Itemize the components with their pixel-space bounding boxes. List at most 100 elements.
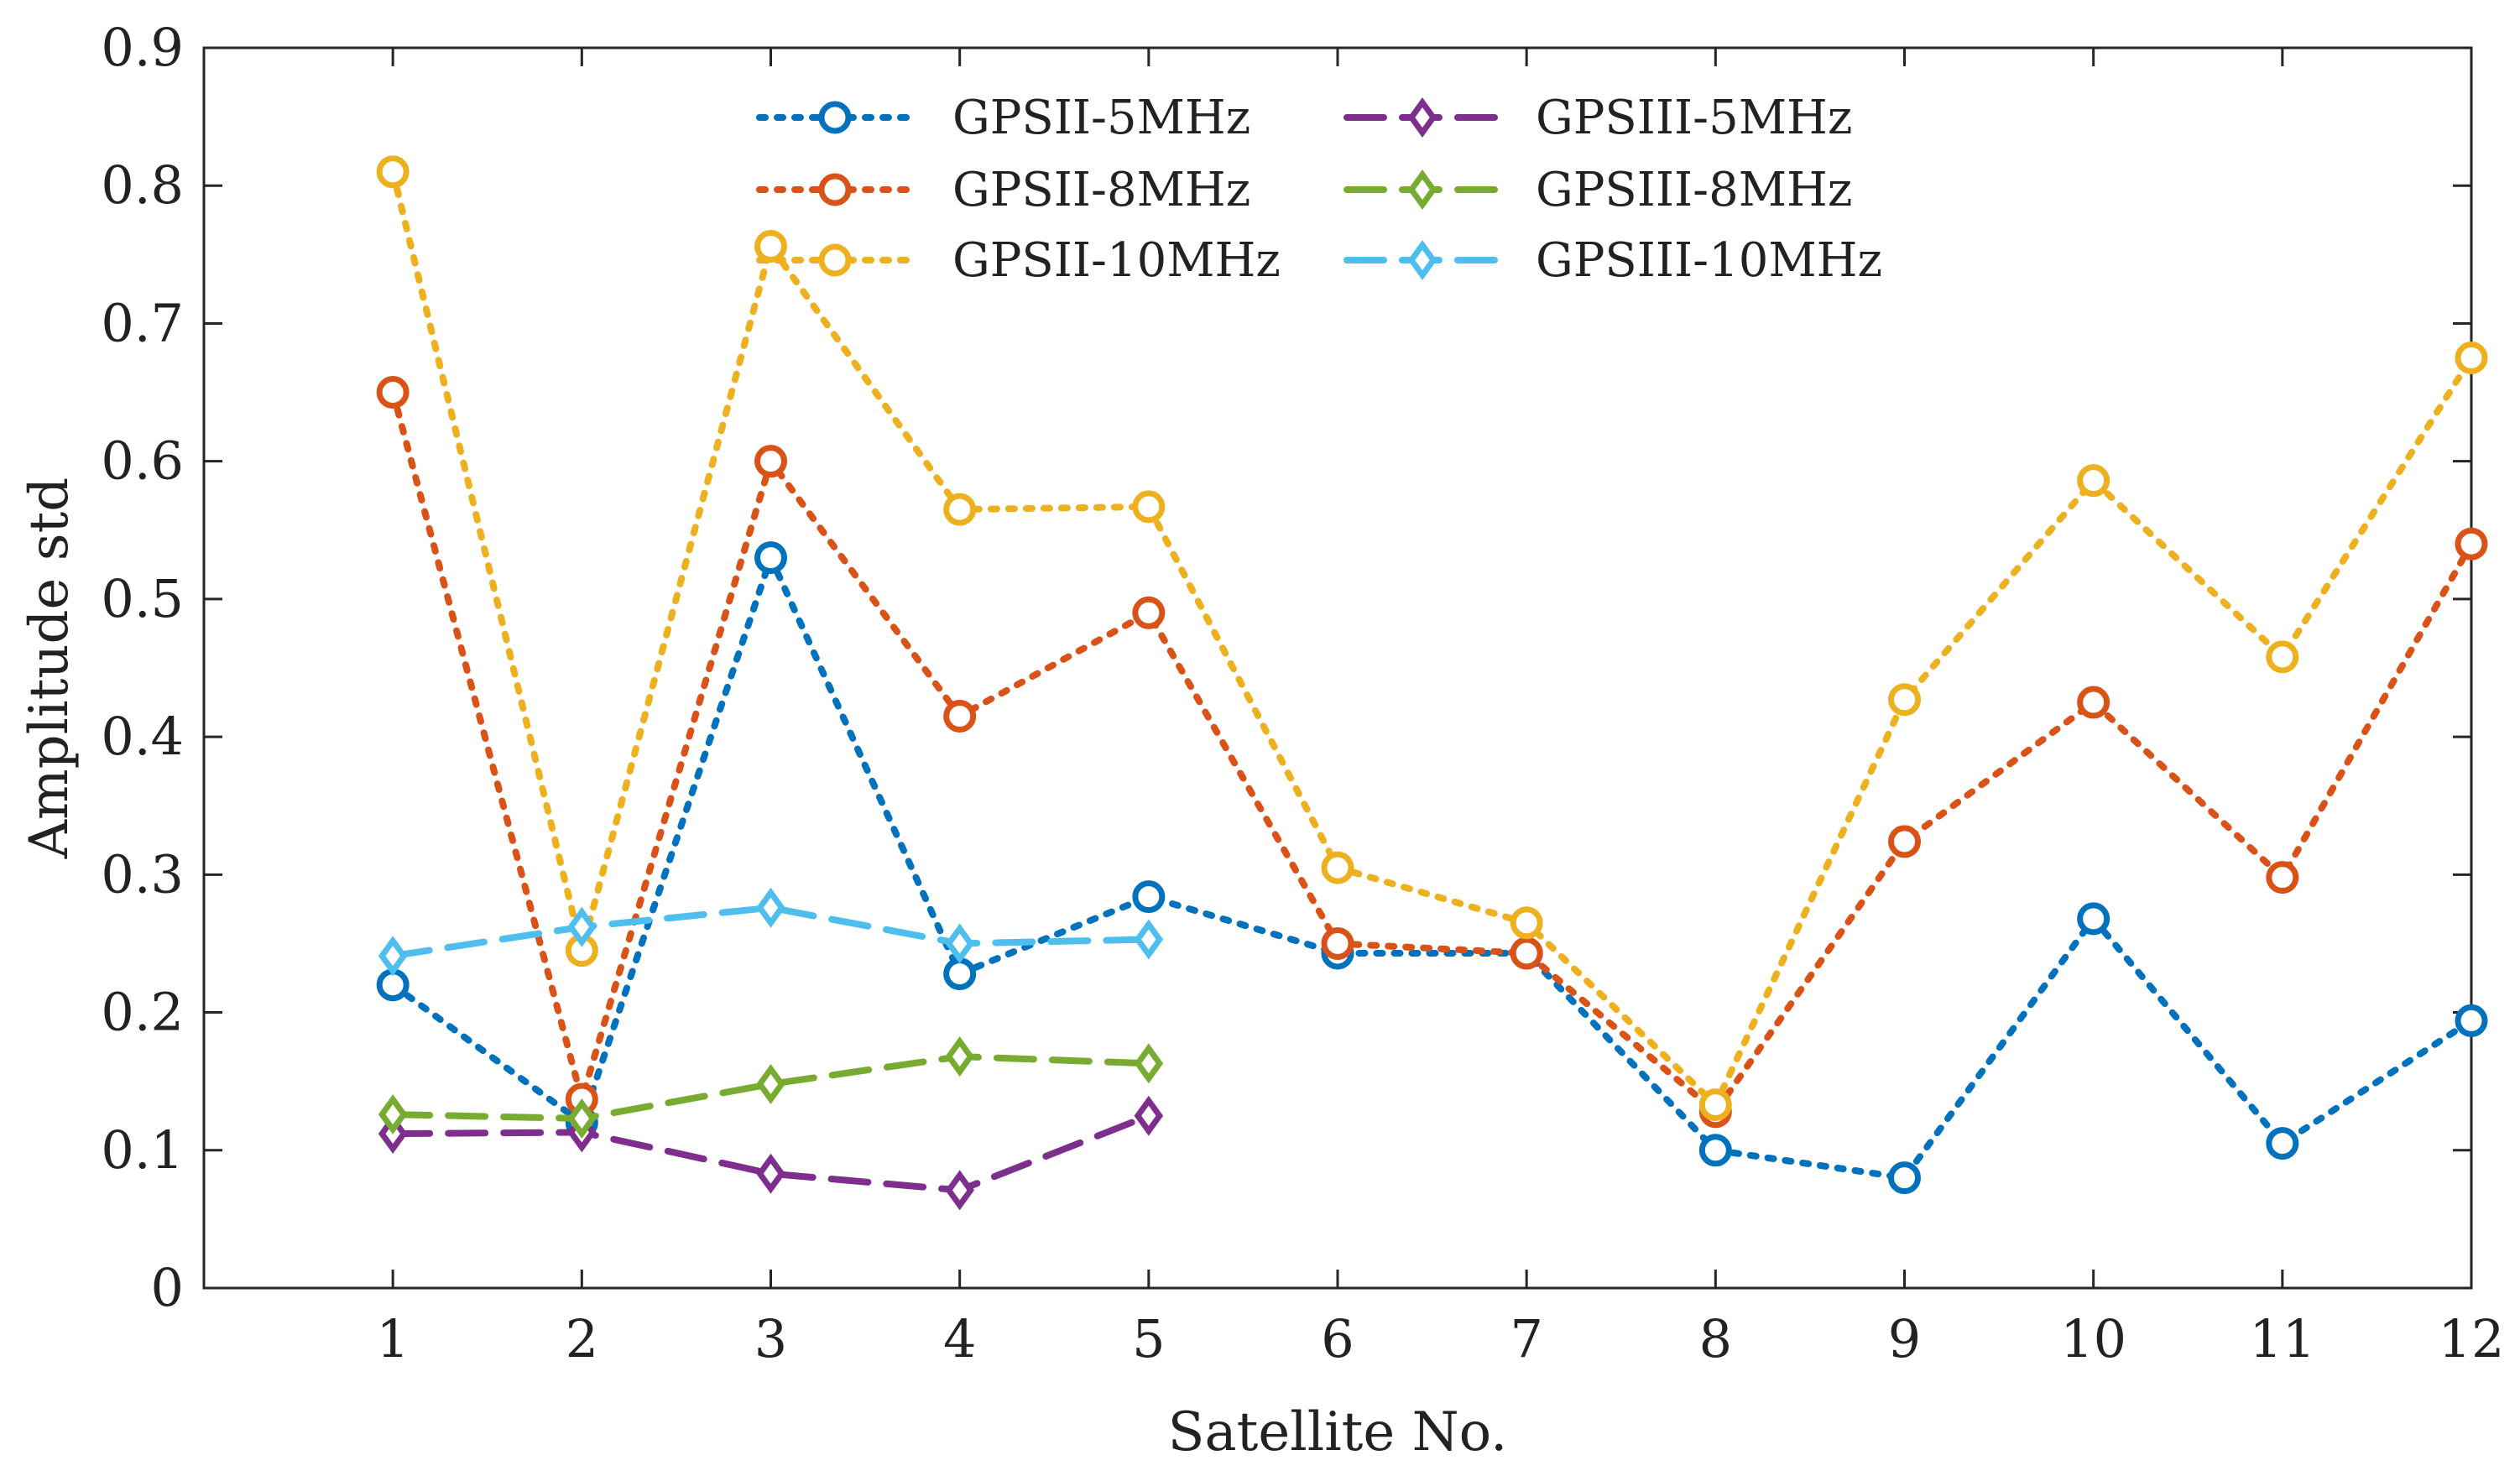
y-tick-label: 0 <box>151 1257 184 1318</box>
series-GPSII-8MHz <box>376 376 2488 1129</box>
legend-label: GPSIII-10MHz <box>1536 233 1882 288</box>
series-line-GPSIII-5MHz <box>389 1112 1152 1194</box>
legend-marker <box>818 101 852 134</box>
series-GPSIII-10MHz <box>378 887 1164 977</box>
x-tick-label: 1 <box>376 1308 409 1369</box>
y-tick-label: 0.5 <box>101 568 184 629</box>
data-point-GPSIII-8MHz-4 <box>945 1036 974 1077</box>
legend-label: GPSII-10MHz <box>952 233 1281 288</box>
y-tick-label: 0.6 <box>101 430 184 492</box>
series-GPSII-5MHz <box>376 541 2488 1195</box>
data-point-GPSIII-10MHz-3 <box>756 887 785 928</box>
x-tick-label: 2 <box>566 1308 598 1369</box>
data-point-GPSII-5MHz-5 <box>1132 880 1166 914</box>
data-point-GPSIII-5MHz-5 <box>1134 1095 1164 1136</box>
x-tick-label: 3 <box>754 1308 787 1369</box>
y-tick-label: 0.8 <box>101 154 184 216</box>
series-line-GPSII-10MHz <box>389 168 2475 1111</box>
legend-marker <box>1407 170 1437 210</box>
x-tick-label: 7 <box>1510 1308 1542 1369</box>
data-point-GPSII-8MHz-12 <box>2455 527 2488 561</box>
data-point-GPSIII-5MHz-3 <box>756 1153 785 1194</box>
legend-item-GPSIII-8MHz: GPSIII-8MHz <box>1343 163 1852 217</box>
data-point-GPSIII-8MHz-3 <box>756 1063 785 1104</box>
x-tick-label: 8 <box>1699 1308 1732 1369</box>
x-tick-label: 10 <box>2060 1308 2126 1369</box>
data-point-GPSII-10MHz-10 <box>2077 464 2110 498</box>
data-point-GPSIII-10MHz-5 <box>1134 919 1164 960</box>
data-point-GPSII-10MHz-8 <box>1698 1088 1732 1122</box>
y-axis: 0 0.1 0.2 0.3 0.4 0.5 0.6 0.7 0.8 0.9 <box>101 17 2471 1318</box>
y-tick-label: 0.1 <box>101 1119 184 1181</box>
series-GPSIII-5MHz <box>378 1095 1164 1211</box>
x-tick-label: 4 <box>943 1308 976 1369</box>
y-tick-label: 0.7 <box>101 292 184 353</box>
data-point-GPSII-8MHz-6 <box>1321 926 1354 960</box>
data-point-GPSII-8MHz-4 <box>943 699 977 733</box>
data-point-GPSII-8MHz-7 <box>1510 936 1543 970</box>
data-point-GPSII-8MHz-1 <box>376 376 410 409</box>
x-axis-label: Satellite No. <box>1168 1401 1508 1463</box>
y-axis-label: Amplitude std <box>18 477 81 859</box>
data-point-GPSIII-10MHz-1 <box>378 936 408 977</box>
data-point-GPSII-10MHz-1 <box>376 155 410 189</box>
legend-marker <box>1407 240 1437 280</box>
data-point-GPSII-5MHz-9 <box>1888 1161 1921 1195</box>
legend-label: GPSIII-8MHz <box>1536 163 1852 217</box>
legend-marker <box>818 173 852 206</box>
series-layer <box>376 155 2488 1211</box>
data-point-GPSIII-8MHz-2 <box>567 1098 597 1139</box>
legend-item-GPSII-10MHz: GPSII-10MHz <box>756 233 1281 288</box>
data-point-GPSII-8MHz-11 <box>2266 861 2299 894</box>
x-tick-label: 6 <box>1321 1308 1354 1369</box>
series-GPSIII-8MHz <box>378 1036 1164 1139</box>
legend-label: GPSII-8MHz <box>952 163 1250 217</box>
data-point-GPSII-10MHz-3 <box>754 229 787 263</box>
legend-label: GPSIII-5MHz <box>1536 91 1852 145</box>
legend-item-GPSIII-5MHz: GPSIII-5MHz <box>1343 91 1852 145</box>
series-GPSII-10MHz <box>376 155 2488 1122</box>
x-tick-label: 9 <box>1888 1308 1921 1369</box>
legend: GPSII-5MHz GPSII-8MHz GPSII-10MHz GPSIII-5M… <box>756 91 1882 288</box>
data-point-GPSIII-5MHz-4 <box>945 1170 974 1211</box>
x-tick-label: 5 <box>1132 1308 1165 1369</box>
data-point-GPSII-10MHz-6 <box>1321 851 1354 884</box>
x-tick-label: 12 <box>2439 1308 2505 1369</box>
y-tick-label: 0.3 <box>101 843 184 905</box>
legend-item-GPSIII-10MHz: GPSIII-10MHz <box>1343 233 1882 288</box>
data-point-GPSIII-10MHz-2 <box>567 906 597 947</box>
data-point-GPSII-10MHz-12 <box>2455 342 2488 374</box>
series-line-GPSII-8MHz <box>389 389 2475 1117</box>
data-point-GPSII-5MHz-10 <box>2077 902 2110 936</box>
data-point-GPSII-8MHz-5 <box>1132 596 1166 629</box>
y-tick-label: 0.2 <box>101 982 184 1043</box>
y-tick-label: 0.9 <box>101 17 184 78</box>
legend-item-GPSII-8MHz: GPSII-8MHz <box>756 163 1250 217</box>
data-point-GPSII-5MHz-8 <box>1698 1134 1732 1167</box>
y-tick-label: 0.4 <box>101 706 184 767</box>
data-point-GPSII-10MHz-5 <box>1132 490 1166 524</box>
legend-label: GPSII-5MHz <box>952 91 1250 145</box>
series-line-GPSIII-8MHz <box>389 1053 1152 1123</box>
data-point-GPSII-5MHz-12 <box>2455 1004 2488 1037</box>
data-point-GPSIII-10MHz-4 <box>945 923 974 964</box>
data-point-GPSII-10MHz-11 <box>2266 640 2299 674</box>
data-point-GPSII-8MHz-9 <box>1888 825 1921 858</box>
legend-marker <box>1407 97 1437 138</box>
series-line-GPSIII-10MHz <box>389 904 1152 960</box>
data-point-GPSII-8MHz-10 <box>2077 686 2110 719</box>
data-point-GPSII-5MHz-11 <box>2266 1127 2299 1160</box>
x-tick-label: 11 <box>2249 1308 2315 1369</box>
legend-item-GPSII-5MHz: GPSII-5MHz <box>756 91 1250 145</box>
legend-marker <box>818 243 852 277</box>
data-point-GPSII-10MHz-9 <box>1888 683 1921 717</box>
data-point-GPSII-5MHz-3 <box>754 541 787 575</box>
data-point-GPSII-10MHz-7 <box>1510 906 1543 940</box>
data-point-GPSIII-8MHz-1 <box>378 1094 408 1135</box>
data-point-GPSII-5MHz-4 <box>943 957 977 991</box>
series-line-GPSII-5MHz <box>389 548 2475 1181</box>
data-point-GPSIII-8MHz-5 <box>1134 1043 1164 1084</box>
x-axis: 1 2 3 4 5 6 7 8 9 10 11 12 <box>376 48 2504 1369</box>
plot-area-frame <box>202 46 2473 1290</box>
